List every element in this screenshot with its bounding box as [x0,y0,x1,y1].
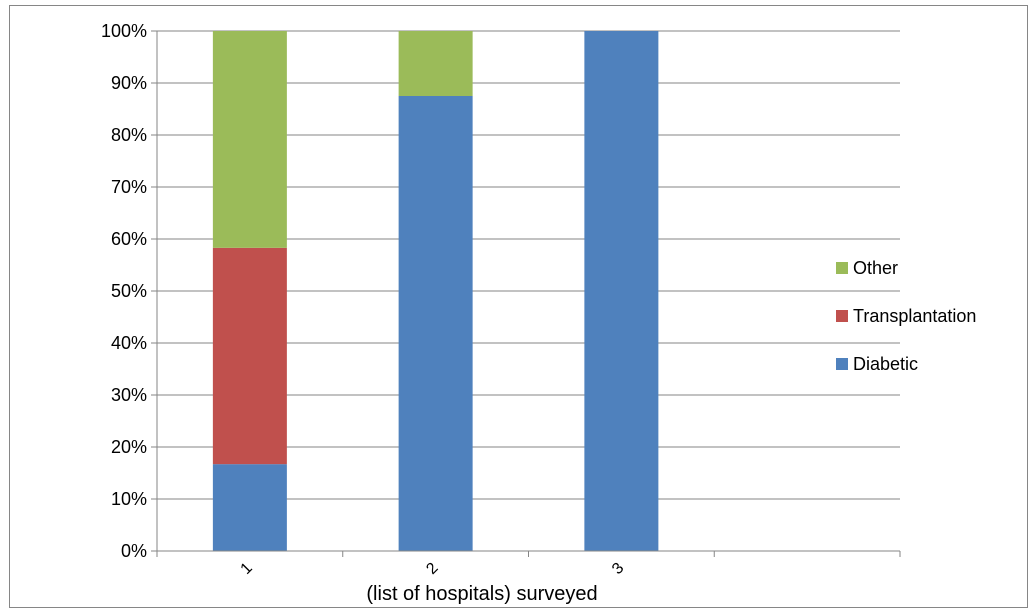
legend-item: Transplantation [836,306,976,326]
x-axis-tick-labels: 1 2 3 [238,560,628,578]
bar-other [399,31,473,96]
legend-swatch [836,262,848,274]
bars [213,31,659,551]
legend-label: Other [853,258,898,278]
x-tick-label: 1 [238,560,256,578]
legend-swatch [836,310,848,322]
y-tick-label: 50% [111,281,147,301]
x-tick-label: 2 [423,560,441,578]
bar-diabetic [213,464,287,551]
y-tick-label: 40% [111,333,147,353]
y-axis-tick-labels: 0% 10% 20% 30% 40% 50% 60% 70% 80% 90% 100% [101,21,147,561]
bar-transplantation [213,248,287,464]
y-tick-label: 30% [111,385,147,405]
y-tick-label: 20% [111,437,147,457]
y-tick-label: 60% [111,229,147,249]
legend-swatch [836,358,848,370]
x-tick-label: 3 [609,560,627,578]
bar-diabetic [399,96,473,551]
y-tick-label: 80% [111,125,147,145]
legend-item: Diabetic [836,354,918,374]
x-axis-title: (list of hospitals) surveyed [366,583,597,605]
y-tick-label: 90% [111,73,147,93]
bar-diabetic [584,31,658,551]
y-tick-label: 100% [101,21,147,41]
y-tick-label: 0% [121,541,147,561]
y-tick-label: 70% [111,177,147,197]
legend-label: Diabetic [853,354,918,374]
legend: Other Transplantation Diabetic [836,258,976,374]
y-tick-label: 10% [111,489,147,509]
legend-label: Transplantation [853,306,976,326]
bar-other [213,31,287,248]
legend-item: Other [836,258,898,278]
